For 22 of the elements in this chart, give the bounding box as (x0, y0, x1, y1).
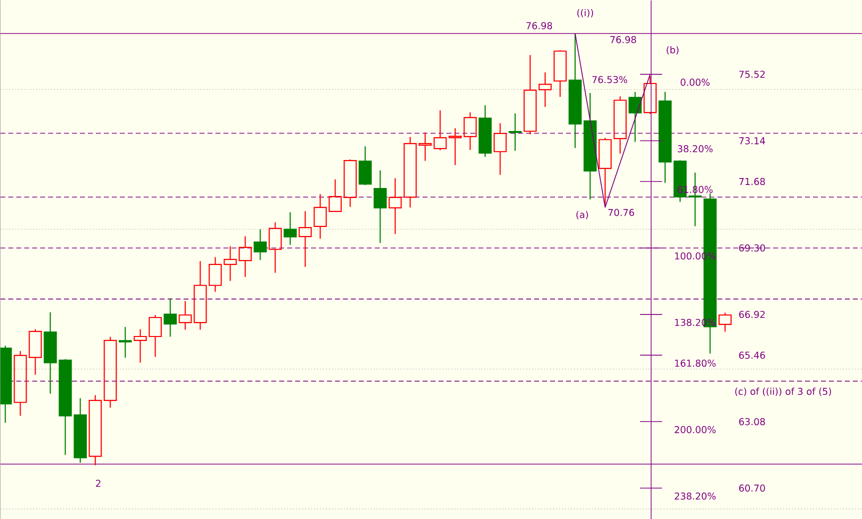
annotation: 76.53% (592, 76, 628, 83)
y-tick-label: 71.68 (739, 178, 765, 185)
annotation: 2 (96, 480, 100, 487)
annotation: 76.98 (526, 22, 552, 30)
annotation: 70.76 (608, 208, 634, 216)
y-tick-label: 63.08 (739, 418, 765, 426)
annotation: ((i)) (577, 8, 594, 18)
annotation: (a) (576, 210, 588, 220)
annotation: 161.80% (675, 359, 716, 367)
y-tick-label: 73.14 (739, 136, 766, 144)
text: (c) of ((ii)) of 3 of (5) (735, 387, 832, 396)
annotation: 76.98 (610, 36, 636, 44)
annotation: 200.00% (674, 426, 716, 434)
y-tick-label: 60.70 (739, 484, 765, 492)
annotation: (b) (666, 46, 678, 54)
annotation: 0.00% (680, 78, 710, 86)
y-tick-label: 66.92 (739, 310, 765, 318)
annotation: 238.20% (674, 492, 716, 500)
y-tick-label: 75.52 (739, 70, 765, 78)
y-tick-label: 69.30 (739, 244, 765, 252)
annotation: 38.20% (678, 144, 713, 152)
y-tick-label: 65.46 (739, 351, 765, 359)
